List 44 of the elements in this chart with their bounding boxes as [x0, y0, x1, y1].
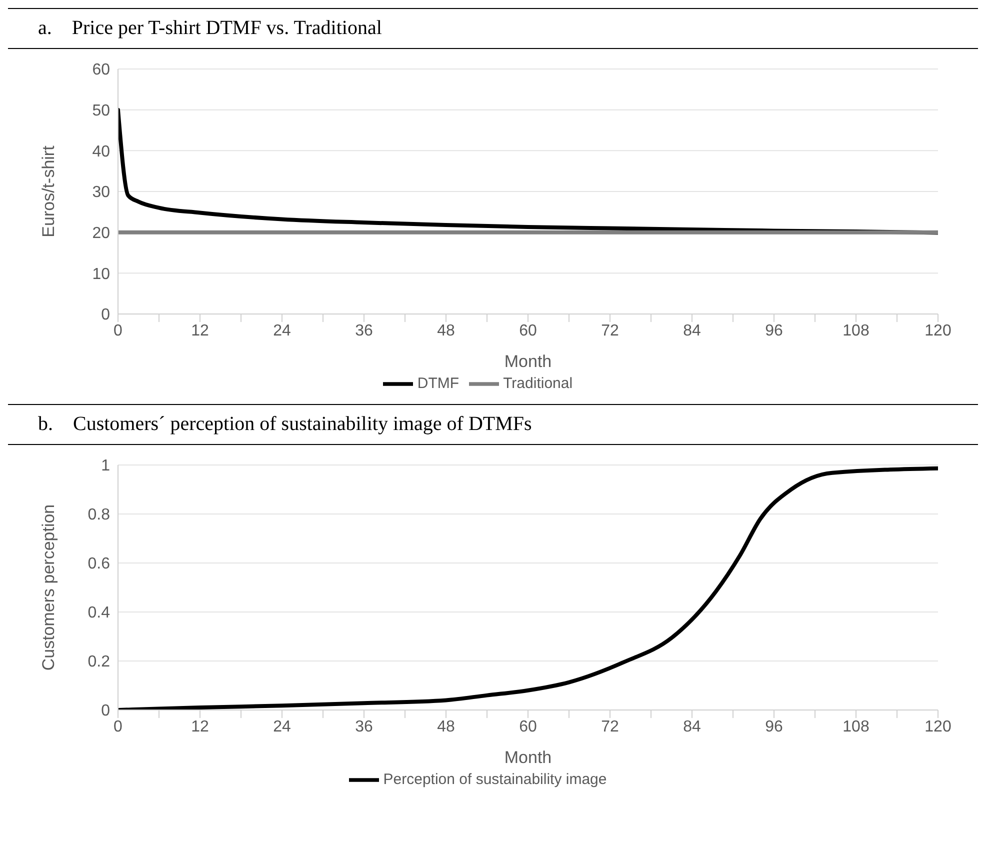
x-tick-label: 0	[114, 322, 123, 340]
legend-label: Traditional	[503, 374, 573, 392]
y-tick-label: 1	[101, 458, 110, 475]
y-tick-label: 0.8	[88, 506, 110, 524]
x-tick-label: 108	[842, 322, 870, 340]
x-tick-label: 12	[191, 322, 209, 340]
x-axis-title: Month	[504, 352, 552, 371]
y-axis-title: Customers perception	[39, 504, 58, 671]
y-tick-label: 0	[101, 702, 110, 720]
x-tick-label: 0	[114, 718, 123, 736]
y-tick-label: 30	[92, 184, 110, 202]
chart-title: b. Customers´ perception of sustainability image of DTMFs	[8, 404, 978, 445]
x-tick-label: 48	[437, 718, 455, 736]
x-tick-label: 12	[191, 718, 209, 736]
x-tick-label: 36	[355, 718, 373, 736]
x-tick-label: 72	[601, 322, 619, 340]
x-tick-label: 60	[519, 718, 537, 736]
legend-label: Perception of sustainability image	[383, 770, 607, 788]
y-tick-label: 0.6	[88, 556, 110, 573]
x-tick-label: 84	[683, 718, 701, 736]
x-tick-label: 48	[437, 322, 455, 340]
x-tick-label: 108	[842, 718, 870, 736]
y-tick-label: 20	[92, 225, 110, 242]
x-tick-label: 24	[273, 322, 291, 340]
x-tick-label: 96	[765, 322, 783, 340]
y-tick-label: 60	[92, 62, 110, 79]
y-axis-title: Euros/t-shirt	[39, 145, 58, 238]
y-tick-label: 40	[92, 143, 110, 160]
x-tick-label: 84	[683, 322, 701, 340]
y-tick-label: 50	[92, 102, 110, 120]
y-tick-label: 0.4	[88, 604, 110, 622]
x-tick-label: 24	[273, 718, 291, 736]
x-tick-label: 60	[519, 322, 537, 340]
y-tick-label: 10	[92, 266, 110, 283]
x-axis-title: Month	[504, 748, 552, 767]
x-tick-label: 120	[924, 322, 952, 340]
x-tick-label: 36	[355, 322, 373, 340]
legend-label: DTMF	[417, 374, 460, 392]
y-tick-label: 0	[101, 306, 110, 324]
x-tick-label: 96	[765, 718, 783, 736]
x-tick-label: 72	[601, 718, 619, 736]
chart-title: a. Price per T-shirt DTMF vs. Traditional	[8, 8, 978, 49]
y-tick-label: 0.2	[88, 654, 110, 671]
x-tick-label: 120	[924, 718, 952, 736]
